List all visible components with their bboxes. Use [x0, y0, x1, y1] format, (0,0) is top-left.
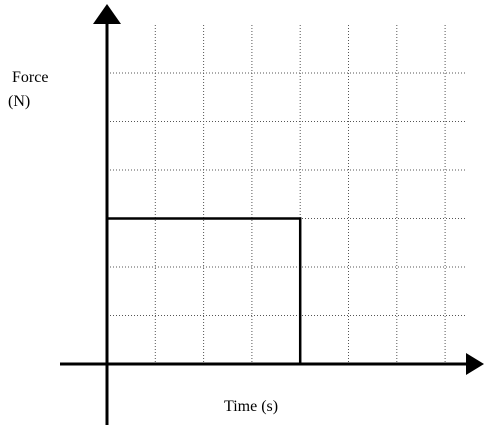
y-axis-label-line-1: Force: [12, 69, 49, 86]
series-line-0: [105, 217, 302, 364]
x-axis-label: Time (s): [224, 398, 279, 415]
axes-layer: [60, 4, 484, 425]
y-axis-label-line-2: (N): [8, 93, 31, 110]
x-axis-arrowhead: [466, 353, 484, 375]
y-axis-arrowhead: [93, 4, 121, 24]
series-layer: [105, 217, 302, 364]
grid-layer: [107, 25, 466, 364]
y-axis-label: Force (N): [8, 66, 48, 114]
